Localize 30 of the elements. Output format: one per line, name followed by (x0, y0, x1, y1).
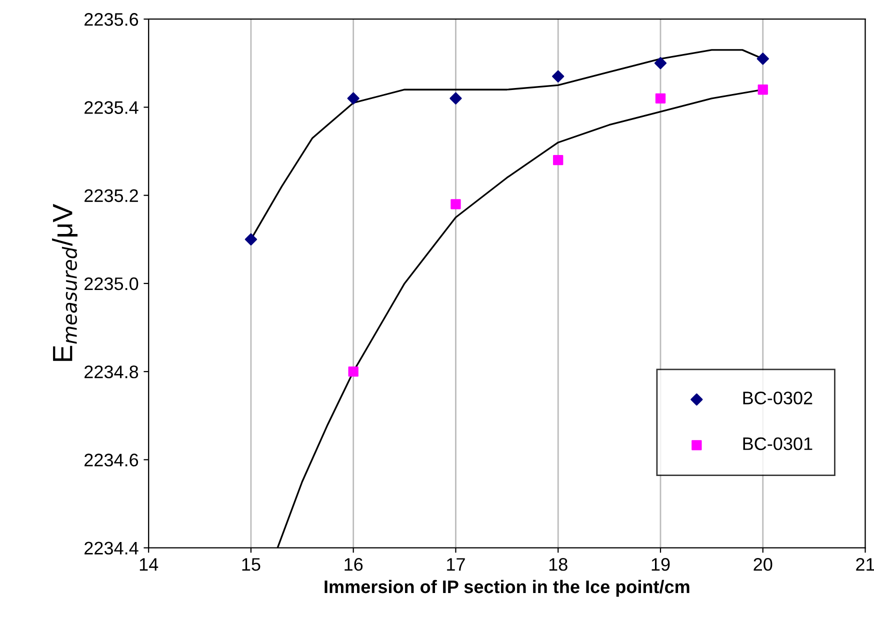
x-tick-label: 18 (549, 558, 568, 571)
x-axis-title: Immersion of IP section in the Ice point/cm (324, 580, 690, 597)
y-tick-label: 2235.2 (84, 189, 138, 202)
x-tick-label: 19 (652, 558, 670, 571)
point (553, 155, 564, 166)
x-tick-label: 16 (344, 558, 363, 571)
point (348, 366, 358, 377)
x-tick-label: 15 (242, 558, 260, 571)
y-tick-label: 2234.4 (84, 542, 138, 555)
point (347, 92, 360, 104)
y-tick-label: 2235.0 (84, 277, 138, 290)
point (552, 70, 564, 82)
y-tick-label: 2235.4 (84, 101, 138, 114)
legend-label: BC-0301 (743, 437, 812, 450)
point (244, 233, 258, 246)
x-tick-label: 20 (754, 558, 772, 571)
legend-label: BC-0302 (743, 392, 812, 404)
point (654, 57, 667, 70)
point (758, 84, 768, 95)
y-tick-label: 2235.6 (84, 13, 138, 26)
x-tick-label: 14 (140, 558, 158, 571)
y-tick-label: 2234.6 (84, 454, 138, 466)
point (756, 52, 769, 65)
x-tick-label: 17 (447, 558, 465, 571)
point (450, 92, 462, 104)
point (450, 199, 461, 210)
y-axis-title: E$_{measured}$/μV (52, 204, 78, 361)
x-tick-label: 21 (856, 558, 874, 571)
y-tick-label: 2234.8 (84, 366, 138, 378)
point (655, 93, 666, 104)
